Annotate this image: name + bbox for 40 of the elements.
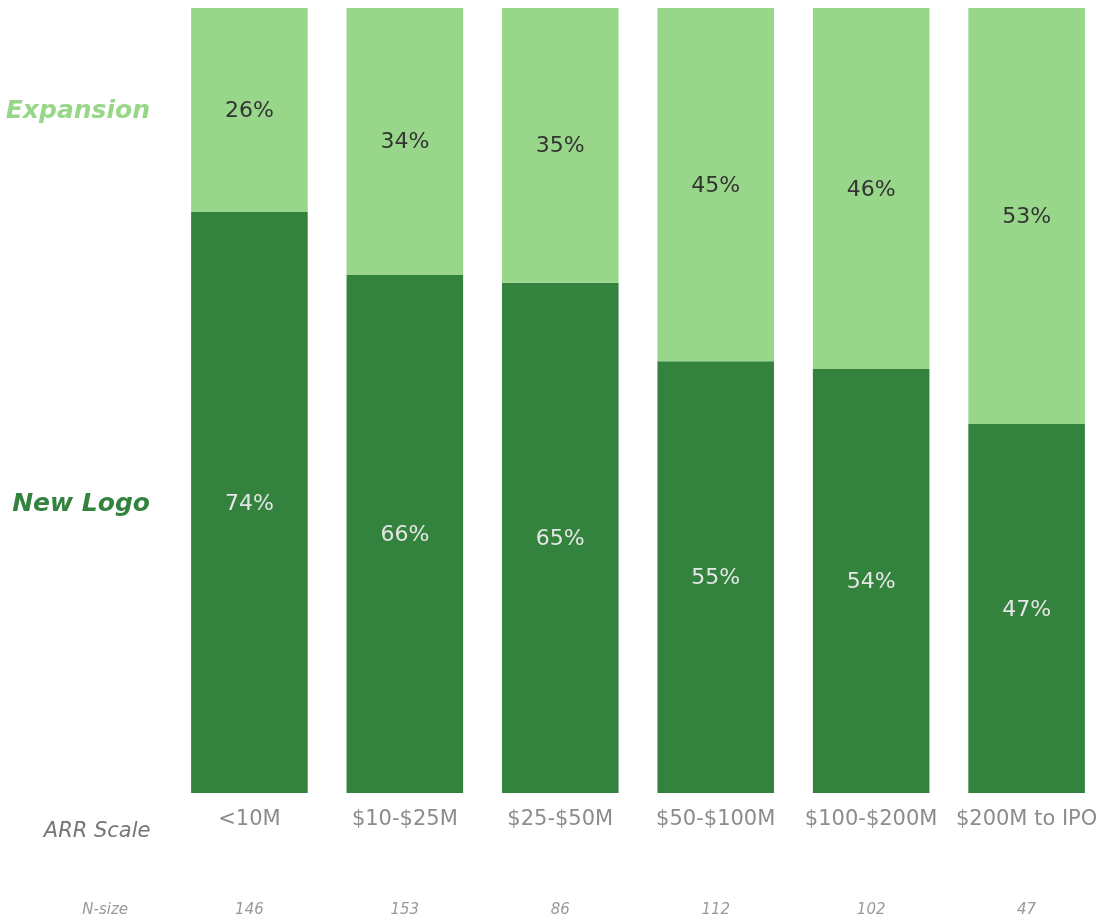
bar [968, 424, 1085, 793]
data-label: 53% [1002, 203, 1052, 229]
x-axis-title: ARR Scale [41, 817, 151, 842]
data-label: 34% [380, 128, 430, 154]
bar [191, 8, 308, 213]
bar [501, 282, 619, 793]
data-label: 45% [691, 171, 741, 197]
text: 47 [1017, 900, 1037, 918]
text: 153 [390, 900, 420, 918]
data-label: 55% [691, 564, 741, 590]
x-tick-label: $100-$200M [804, 805, 938, 830]
text: 112 [701, 900, 731, 918]
bar [346, 274, 464, 793]
data-label: 54% [846, 568, 896, 594]
text: 86 [550, 900, 570, 918]
data-label: 46% [846, 175, 896, 201]
bar [657, 8, 775, 362]
x-tick-label: $10-$25M [351, 805, 458, 830]
data-label: 65% [535, 524, 585, 550]
data-label: 47% [1002, 595, 1052, 621]
data-label: 66% [380, 520, 430, 546]
bar [812, 369, 930, 793]
x-tick-label: <10M [218, 805, 281, 830]
data-label: 26% [224, 97, 274, 123]
bar [812, 8, 930, 370]
series-label: Expansion [5, 95, 150, 125]
x-tick-label: $200M to IPO [955, 805, 1098, 830]
bar [501, 8, 619, 283]
x-tick-label: $25-$50M [507, 805, 614, 830]
text: N-size [82, 900, 128, 918]
data-label: 74% [224, 489, 274, 515]
data-label: 35% [535, 132, 585, 158]
bar [968, 8, 1085, 425]
text: 146 [235, 900, 264, 918]
bar [191, 212, 308, 793]
bar [346, 8, 464, 275]
x-tick-label: $50-$100M [656, 805, 776, 830]
bar [657, 361, 775, 793]
series-label: New Logo [12, 487, 150, 517]
text: 102 [856, 900, 886, 918]
